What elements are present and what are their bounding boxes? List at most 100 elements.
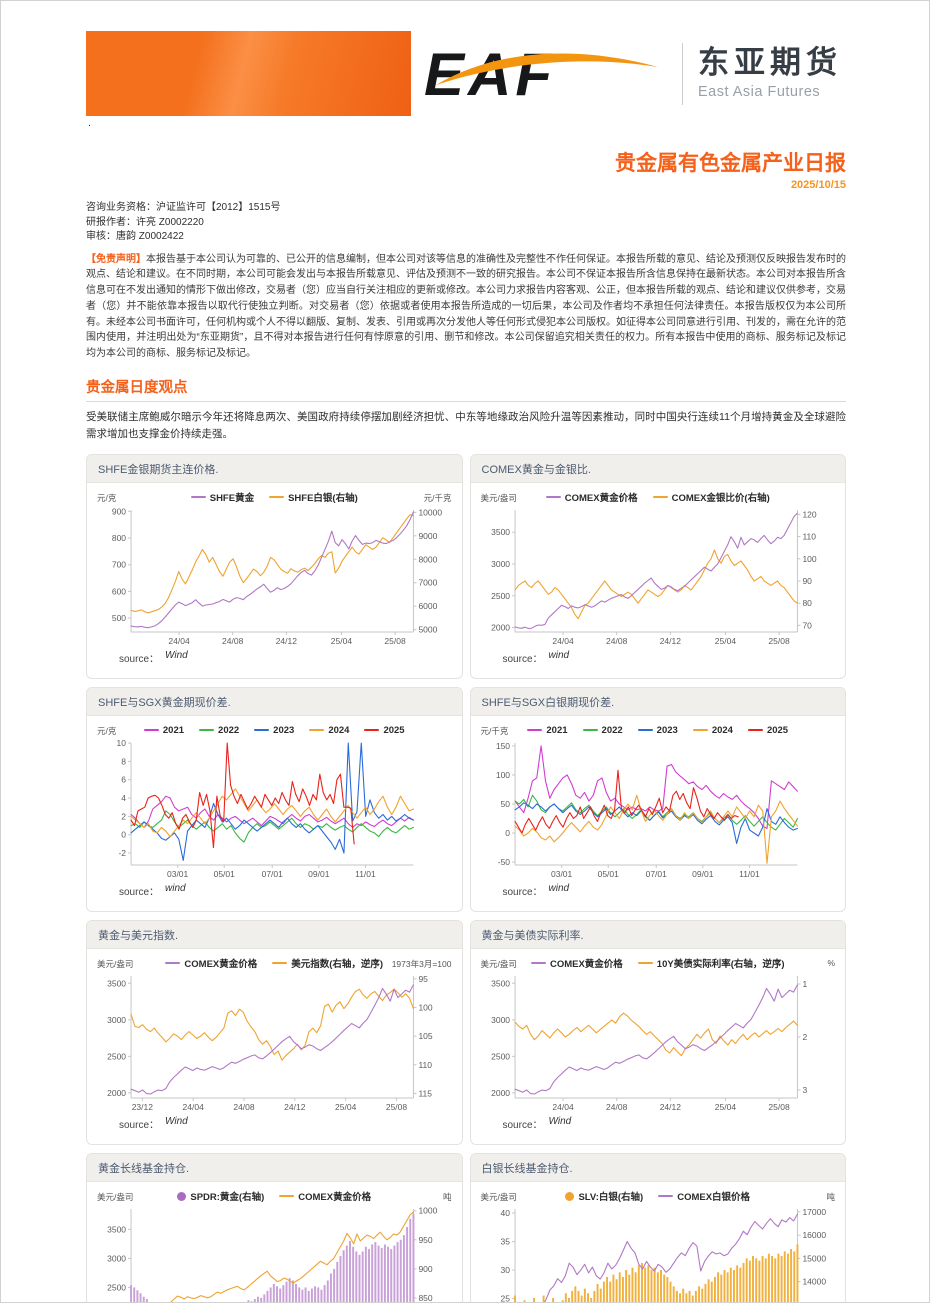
chart-legend: COMEX黄金价格 COMEX金银比价(右轴) — [479, 489, 838, 506]
legend-label: 2025 — [383, 724, 405, 736]
chart-legend: 2021 2022 2023 2024 2025 — [479, 722, 838, 739]
chart-legend: SPDR:黄金(右轴) COMEX黄金价格 — [95, 1188, 454, 1205]
legend-label: COMEX金银比价(右轴) — [671, 493, 770, 505]
svg-text:09/01: 09/01 — [308, 869, 330, 879]
svg-text:24/04: 24/04 — [183, 1102, 205, 1112]
chart-panel-title: 白银长线基金持仓. — [470, 1153, 845, 1182]
svg-text:3000: 3000 — [107, 1014, 126, 1024]
svg-text:24/08: 24/08 — [233, 1102, 255, 1112]
source-label: source： — [502, 886, 543, 898]
svg-text:3500: 3500 — [107, 1224, 126, 1234]
svg-text:35: 35 — [500, 1236, 510, 1246]
svg-text:24/04: 24/04 — [552, 1102, 574, 1112]
chart-panel: 黄金与美债实际利率. 美元/盎司% COMEX黄金价格 10Y美债实际利率(右轴，逆序… — [469, 919, 846, 1145]
svg-text:11/01: 11/01 — [355, 869, 376, 879]
chart-panel: 白银长线基金持仓. 美元/盎司 吨 SLV:白银(右轴) COMEX白银价格 40 35 30… — [469, 1152, 846, 1303]
legend-item: 2025 — [364, 724, 405, 736]
legend-item: 美元指数(右轴，逆序) — [272, 956, 383, 970]
svg-text:150: 150 — [495, 740, 509, 750]
legend-item: COMEX金银比价(右轴) — [652, 490, 770, 505]
svg-text:90: 90 — [802, 576, 812, 586]
svg-text:100: 100 — [495, 770, 509, 780]
svg-text:25: 25 — [500, 1293, 510, 1303]
chart-panel-title: COMEX黄金与金银比. — [470, 454, 845, 483]
chart-canvas: 3500 3000 2500 2000 95 100 105 110 115 23/12 24/04… — [107, 973, 433, 1112]
chart-panel: 黄金长线基金持仓. 美元/盎司 吨 SPDR:黄金(右轴) COMEX黄金价格 3500 3… — [86, 1152, 463, 1302]
source-row: source： wind — [479, 648, 838, 671]
svg-text:50: 50 — [500, 799, 510, 809]
legend-label: 美元指数(右轴，逆序) — [291, 959, 384, 971]
legend-label: 2022 — [218, 724, 240, 736]
eaf-swoosh-icon — [436, 53, 658, 85]
right-axis-unit: % — [827, 957, 835, 968]
legend-item: SPDR:黄金(右轴) — [177, 1189, 264, 1203]
left-axis-unit: 美元/盎司 — [480, 958, 517, 969]
legend-swatch — [364, 728, 380, 732]
legend-item: SHFE白银(右轴) — [269, 490, 358, 504]
svg-text:-50: -50 — [497, 857, 510, 867]
chart-canvas: 3500 3000 2500 2000 120 110 100 90 80 70 24/04 24/0… — [491, 509, 817, 646]
disclaimer-tag: 【免责声明】 — [86, 253, 146, 265]
legend-label: 2024 — [711, 724, 733, 736]
svg-text:8: 8 — [121, 756, 126, 766]
svg-text:3000: 3000 — [491, 559, 510, 569]
source-label: source： — [119, 653, 160, 665]
svg-text:0: 0 — [121, 829, 126, 839]
svg-text:-2: -2 — [118, 848, 126, 858]
svg-text:120: 120 — [802, 509, 816, 519]
svg-text:40: 40 — [500, 1208, 510, 1218]
svg-text:3000: 3000 — [491, 1014, 510, 1024]
svg-text:700: 700 — [112, 559, 126, 569]
chart-legend: SLV:白银(右轴) COMEX白银价格 — [479, 1188, 838, 1205]
svg-text:7000: 7000 — [418, 577, 437, 587]
legend-item: COMEX黄金价格 — [545, 490, 638, 504]
svg-text:24/12: 24/12 — [659, 636, 681, 646]
svg-text:25/04: 25/04 — [331, 636, 353, 646]
legend-item: SLV:白银(右轴) — [565, 1189, 643, 1203]
svg-text:24/12: 24/12 — [284, 1102, 306, 1112]
legend-label: COMEX黄金价格 — [184, 959, 258, 971]
svg-text:07/01: 07/01 — [645, 869, 667, 879]
svg-text:16000: 16000 — [802, 1230, 826, 1240]
legend-swatch — [254, 728, 270, 732]
svg-text:2000: 2000 — [491, 622, 510, 632]
svg-text:3500: 3500 — [491, 527, 510, 537]
legend-swatch — [309, 728, 325, 732]
svg-text:05/01: 05/01 — [597, 869, 619, 879]
svg-text:3500: 3500 — [107, 978, 126, 988]
svg-text:24/08: 24/08 — [222, 636, 244, 646]
source-label: source： — [502, 1119, 543, 1131]
legend-item: COMEX白银价格 — [658, 1189, 750, 1203]
svg-text:70: 70 — [802, 620, 812, 630]
chart-legend: 2021 2022 2023 2024 2025 — [95, 722, 454, 739]
chart-panel-body: 美元/盎司吨SPDR:黄金(右轴)COMEX黄金价格35003000250020… — [87, 1182, 462, 1302]
right-axis-unit: 吨 — [442, 1191, 452, 1202]
left-axis-unit: 美元/盎司 — [97, 958, 134, 969]
legend-label: SPDR:黄金(右轴) — [190, 1192, 265, 1204]
svg-text:900: 900 — [418, 1263, 432, 1273]
svg-text:05/01: 05/01 — [214, 869, 236, 879]
legend-swatch — [582, 728, 598, 732]
legend-item: 2021 — [527, 725, 568, 736]
source-row: source： wind — [479, 881, 838, 904]
chart-panel-title: SHFE与SGX黄金期现价差. — [87, 687, 462, 716]
legend-label: SHFE白银(右轴) — [288, 493, 358, 505]
chart-canvas: 900 800 700 600 500 10000 9000 8000 7000 6000 5000… — [112, 506, 443, 646]
svg-text:80: 80 — [802, 598, 812, 608]
svg-text:13000: 13000 — [802, 1300, 826, 1303]
left-axis-unit: 美元/盎司 — [480, 1191, 517, 1202]
legend-item: 10Y美债实际利率(右轴，逆序) — [637, 956, 785, 970]
chart-canvas: 10 8 6 4 2 0 -2 03/01 05/01 07/01 09/01 11/01 — [117, 739, 414, 879]
svg-text:110: 110 — [418, 1059, 432, 1069]
svg-text:11/01: 11/01 — [739, 869, 760, 879]
brand-name-en: East Asia Futures — [698, 84, 821, 100]
chart-panel: 黄金与美元指数. 美元/盎司 1973年3月=100 COMEX黄金价格 美元指数(右轴… — [86, 919, 463, 1145]
svg-text:2500: 2500 — [107, 1051, 126, 1061]
chart-canvas: 3500300025002000100095090085080024/0424/… — [107, 1205, 438, 1302]
svg-text:24/12: 24/12 — [276, 636, 298, 646]
source-row: source： Wind — [95, 648, 454, 671]
chart-panel-body: 美元/盎司% COMEX黄金价格 10Y美债实际利率(右轴，逆序) 3500 3000 2… — [471, 949, 846, 1144]
legend-label: COMEX白银价格 — [677, 1192, 751, 1204]
svg-text:14000: 14000 — [802, 1276, 826, 1286]
